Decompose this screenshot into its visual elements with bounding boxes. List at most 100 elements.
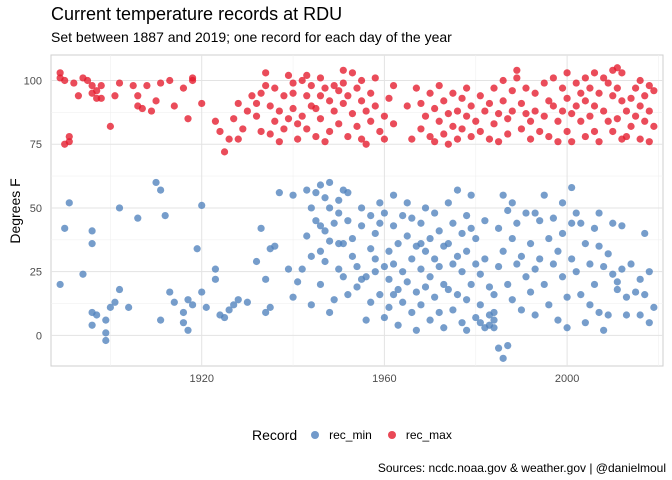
data-point-rec-max — [284, 71, 293, 79]
data-point-rec-max — [590, 127, 599, 136]
data-point-rec-max — [321, 138, 329, 146]
data-point-rec-max — [435, 81, 443, 90]
data-point-rec-min — [330, 296, 338, 304]
data-point-rec-min — [348, 234, 357, 243]
data-point-rec-max — [631, 112, 640, 120]
data-point-rec-min — [453, 186, 462, 194]
data-point-rec-min — [568, 219, 576, 227]
data-point-rec-min — [184, 296, 192, 304]
data-point-rec-max — [289, 104, 297, 113]
data-point-rec-min — [303, 232, 311, 240]
data-point-rec-max — [97, 81, 105, 90]
data-point-rec-min — [577, 291, 585, 299]
data-point-rec-max — [636, 102, 644, 110]
data-point-rec-min — [389, 222, 398, 230]
data-point-rec-max — [362, 140, 370, 148]
data-point-rec-min — [394, 240, 402, 248]
data-point-rec-min — [307, 252, 315, 260]
data-point-rec-min — [618, 265, 626, 273]
data-point-rec-min — [335, 265, 343, 273]
data-point-rec-max — [426, 132, 434, 141]
plot-panel — [50, 54, 664, 367]
data-point-rec-min — [444, 285, 452, 294]
data-point-rec-max — [252, 112, 261, 120]
data-point-rec-min — [348, 252, 357, 260]
data-point-rec-min — [618, 222, 626, 230]
data-point-rec-min — [595, 242, 603, 250]
data-point-rec-max — [485, 99, 494, 108]
data-point-rec-max — [449, 122, 457, 130]
data-point-rec-min — [316, 280, 325, 289]
data-point-rec-min — [499, 191, 507, 199]
data-point-rec-max — [275, 138, 283, 146]
data-point-rec-min — [504, 280, 512, 289]
data-point-rec-max — [230, 115, 238, 123]
data-point-rec-min — [645, 268, 653, 276]
data-point-rec-max — [65, 132, 73, 141]
data-point-rec-max — [636, 76, 644, 85]
data-point-rec-max — [613, 84, 621, 92]
data-point-rec-min — [294, 278, 302, 286]
data-point-rec-min — [389, 291, 398, 299]
data-point-rec-max — [234, 99, 242, 108]
data-point-rec-max — [239, 125, 247, 133]
data-point-rec-min — [417, 301, 425, 309]
data-point-rec-min — [440, 280, 448, 289]
data-point-rec-min — [325, 204, 334, 212]
data-point-rec-max — [508, 87, 516, 95]
data-point-rec-max — [536, 127, 544, 136]
data-point-rec-min — [102, 316, 110, 324]
data-point-rec-min — [380, 209, 389, 217]
data-point-rec-max — [262, 81, 270, 90]
data-point-rec-min — [56, 280, 64, 289]
data-point-rec-max — [458, 94, 466, 102]
data-point-rec-max — [563, 94, 571, 102]
data-point-rec-max — [453, 107, 462, 115]
data-point-rec-min — [609, 270, 617, 278]
data-point-rec-min — [385, 247, 393, 255]
data-point-rec-max — [641, 92, 649, 100]
data-point-rec-min — [517, 252, 526, 260]
data-point-rec-min — [298, 265, 306, 273]
data-point-rec-min — [613, 285, 621, 294]
data-point-rec-min — [586, 260, 594, 268]
data-point-rec-max — [476, 92, 484, 100]
data-point-rec-min — [307, 301, 315, 309]
data-point-rec-min — [568, 183, 576, 192]
data-point-rec-max — [476, 127, 484, 136]
y-tick-label: 75 — [30, 139, 42, 151]
data-point-rec-min — [444, 240, 452, 248]
data-point-rec-min — [517, 306, 526, 314]
data-point-rec-max — [344, 92, 352, 100]
data-point-rec-min — [303, 186, 311, 194]
data-point-rec-max — [545, 97, 553, 105]
data-point-rec-min — [312, 217, 320, 225]
data-point-rec-max — [143, 81, 151, 90]
data-point-rec-min — [198, 288, 206, 296]
data-point-rec-max — [627, 94, 635, 102]
data-point-rec-min — [600, 262, 608, 271]
data-point-rec-min — [481, 255, 489, 263]
data-point-rec-max — [339, 79, 347, 87]
data-point-rec-max — [188, 76, 197, 85]
data-point-rec-min — [431, 255, 439, 263]
data-point-rec-min — [417, 240, 425, 248]
data-point-rec-max — [595, 138, 603, 146]
data-point-rec-min — [609, 219, 617, 227]
data-point-rec-min — [431, 293, 439, 301]
data-point-rec-max — [604, 117, 612, 125]
data-point-rec-min — [321, 257, 329, 266]
y-axis-title: Degrees F — [7, 178, 23, 243]
data-point-rec-min — [330, 219, 338, 227]
data-point-rec-min — [321, 194, 329, 202]
data-point-rec-max — [312, 132, 320, 141]
data-point-rec-max — [211, 117, 220, 125]
data-point-rec-min — [394, 285, 402, 294]
data-point-rec-max — [330, 107, 338, 115]
data-point-rec-min — [371, 268, 379, 276]
legend-rec-max-swatch — [387, 431, 396, 439]
data-point-rec-max — [426, 89, 434, 97]
data-point-rec-min — [431, 209, 439, 217]
data-point-rec-min — [344, 189, 352, 197]
data-point-rec-max — [83, 76, 92, 85]
